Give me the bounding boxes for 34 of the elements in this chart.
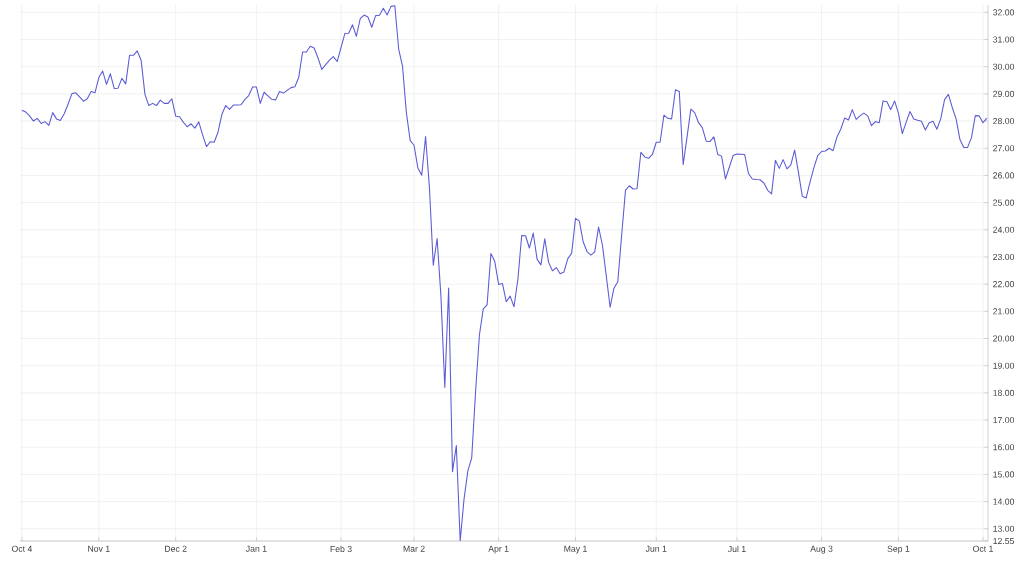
- x-tick-label: Feb 3: [330, 545, 352, 553]
- y-tick-label: 13.00: [993, 525, 1015, 532]
- x-tick-label: Aug 3: [810, 545, 833, 554]
- x-tick-label: Jul 1: [727, 545, 746, 553]
- x-tick-label: Oct 4: [11, 545, 33, 552]
- y-tick-label: 23.00: [993, 253, 1015, 261]
- y-tick-label: 32.00: [993, 9, 1015, 16]
- y-tick-label: 15.00: [993, 471, 1015, 478]
- y-tick-label: 21.00: [993, 308, 1015, 315]
- x-tick-label: May 1: [564, 545, 587, 554]
- y-tick-label: 28.00: [993, 118, 1015, 125]
- y-tick-label: 17.00: [993, 416, 1015, 424]
- y-tick-label: 26.00: [993, 172, 1015, 179]
- y-tick-label: 16.00: [993, 444, 1015, 451]
- x-tick-label: Nov 1: [88, 545, 110, 552]
- y-tick-label: 27.00: [993, 145, 1015, 152]
- y-tick-label: 29.00: [993, 90, 1015, 97]
- x-tick-label: Sep 1: [887, 545, 910, 554]
- y-tick-label: 20.00: [993, 335, 1015, 342]
- x-tick-label: Jun 1: [645, 545, 667, 552]
- y-tick-label: 24.00: [993, 226, 1015, 233]
- y-tick-label: 14.00: [993, 498, 1015, 505]
- x-tick-label: Apr 1: [488, 545, 509, 554]
- x-tick-label: Mar 2: [403, 545, 425, 552]
- y-tick-label: 31.00: [993, 36, 1015, 43]
- x-tick-label: Oct 1: [973, 545, 993, 552]
- y-tick-label: 22.00: [993, 281, 1015, 288]
- x-tick-label: Dec 2: [165, 545, 187, 552]
- x-tick-label: Jan 1: [245, 545, 267, 552]
- y-tick-label: 19.00: [993, 362, 1015, 369]
- y-tick-label: 25.00: [993, 199, 1015, 206]
- y-tick-label: 18.00: [993, 389, 1015, 396]
- y-tick-label: 12.55: [993, 537, 1015, 545]
- y-tick-label: 30.00: [993, 63, 1015, 70]
